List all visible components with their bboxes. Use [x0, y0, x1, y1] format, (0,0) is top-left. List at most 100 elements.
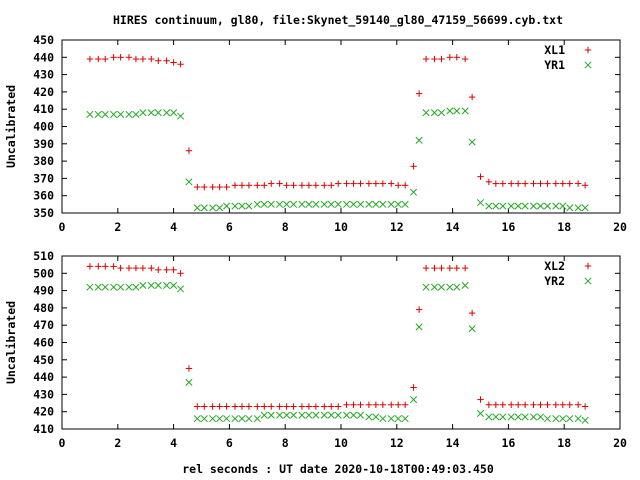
- data-point: [507, 180, 515, 187]
- data-point: [415, 323, 423, 331]
- legend-marker: [584, 262, 592, 270]
- data-point: [514, 180, 522, 187]
- data-point: [86, 263, 94, 270]
- data-point: [321, 403, 328, 410]
- data-point: [231, 182, 239, 189]
- data-point: [185, 378, 193, 386]
- data-point: [372, 401, 380, 408]
- x-tick-label: 14: [446, 436, 460, 450]
- data-point: [365, 401, 373, 408]
- data-point: [110, 263, 117, 270]
- data-point: [379, 180, 387, 187]
- data-point: [209, 204, 217, 212]
- data-point: [529, 413, 538, 421]
- data-point: [544, 401, 551, 408]
- data-point: [514, 202, 522, 210]
- data-point: [430, 283, 439, 291]
- data-point: [132, 55, 140, 63]
- data-point: [320, 200, 328, 208]
- data-point: [238, 403, 246, 410]
- data-point: [86, 283, 94, 291]
- data-point: [492, 413, 500, 421]
- data-point: [388, 180, 395, 187]
- y-tick-label: 480: [33, 301, 54, 315]
- data-point: [170, 109, 178, 117]
- data-point: [163, 266, 170, 274]
- x-tick-label: 16: [501, 220, 515, 234]
- data-point: [245, 182, 253, 189]
- data-point: [574, 415, 582, 423]
- data-point: [321, 182, 328, 189]
- data-point: [101, 283, 109, 291]
- data-point: [268, 403, 275, 410]
- x-tick-label: 12: [390, 220, 404, 234]
- data-point: [177, 270, 184, 277]
- y-tick-label: 440: [33, 50, 54, 64]
- y-tick-label: 460: [33, 336, 54, 350]
- data-point: [253, 200, 261, 208]
- data-point: [334, 411, 342, 419]
- y-axis-label: Uncalibrated: [4, 85, 18, 168]
- data-point: [254, 403, 261, 410]
- data-point: [328, 403, 335, 410]
- data-point: [132, 264, 140, 272]
- chart-title: HIRES continuum, gl80, file:Skynet_59140…: [113, 13, 563, 28]
- data-point: [223, 415, 231, 423]
- data-point: [216, 415, 224, 423]
- data-point: [245, 403, 253, 410]
- data-point: [453, 107, 461, 115]
- data-point: [438, 264, 445, 272]
- y-tick-label: 470: [33, 318, 54, 332]
- data-point: [298, 411, 306, 419]
- data-point: [110, 110, 118, 118]
- data-point: [125, 110, 133, 118]
- data-point: [268, 180, 275, 187]
- y-tick-label: 510: [33, 249, 54, 263]
- x-tick-label: 10: [334, 220, 348, 234]
- y-tick-label: 400: [33, 120, 54, 134]
- data-point: [148, 55, 155, 63]
- data-point: [260, 411, 268, 419]
- data-point: [415, 306, 423, 313]
- x-tick-label: 4: [170, 220, 177, 234]
- data-point: [543, 202, 552, 210]
- data-point: [552, 401, 560, 408]
- data-point: [163, 281, 171, 289]
- data-point: [312, 200, 320, 208]
- data-point: [422, 109, 430, 117]
- y-tick-label: 410: [33, 102, 54, 116]
- data-point: [514, 401, 522, 408]
- data-point: [536, 202, 545, 210]
- data-point: [372, 200, 380, 208]
- legend-marker: [584, 61, 592, 69]
- data-point: [177, 285, 185, 293]
- data-point: [94, 283, 102, 291]
- y-tick-label: 390: [33, 137, 54, 151]
- x-tick-label: 2: [114, 436, 121, 450]
- data-point: [305, 411, 313, 419]
- data-point: [485, 401, 493, 408]
- x-tick-label: 0: [59, 220, 66, 234]
- data-point: [290, 182, 297, 189]
- y-tick-label: 360: [33, 189, 54, 203]
- data-point: [209, 183, 216, 191]
- data-point: [170, 266, 177, 274]
- y-tick-label: 450: [33, 353, 54, 367]
- data-point: [267, 200, 275, 208]
- data-point: [365, 180, 373, 187]
- x-tick-label: 6: [226, 220, 233, 234]
- data-point: [477, 173, 484, 180]
- data-point: [461, 281, 469, 289]
- data-point: [365, 200, 373, 208]
- data-point: [147, 109, 155, 117]
- y-tick-label: 380: [33, 154, 54, 168]
- data-point: [261, 403, 268, 410]
- data-point: [216, 403, 223, 410]
- upper-panel: 0 2 4 6 8 10 12 14 16 18 20 350 360 370 380 390 400 410 42…: [4, 33, 627, 234]
- data-point: [276, 200, 284, 208]
- data-point: [86, 55, 94, 63]
- data-point: [401, 200, 409, 208]
- lower-panel: 0 2 4 6 8 10 12 14 16 18 20 410 420 430 440 450 460 470 48…: [4, 249, 627, 450]
- data-point: [559, 401, 567, 408]
